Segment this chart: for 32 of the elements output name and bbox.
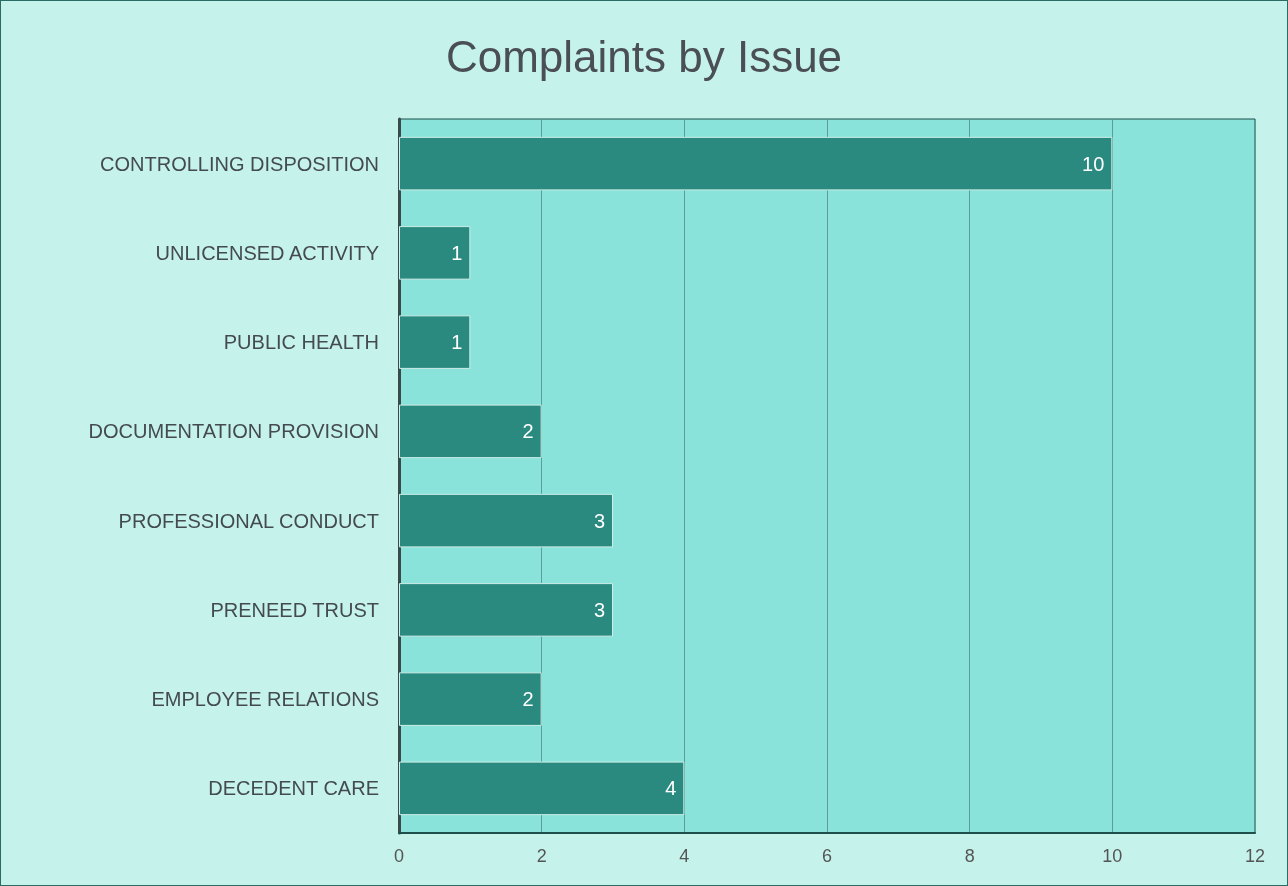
bar [399,672,542,726]
x-tick-label: 10 [1102,846,1123,866]
x-tick-label: 8 [964,846,975,866]
bar [399,493,613,548]
y-tick-label: UNLICENSED ACTIVITY [155,241,379,264]
chart-title: Complaints by Issue [445,31,843,81]
x-tick-label: 2 [536,846,547,866]
bar [399,136,1113,191]
x-tick-label: 0 [393,846,405,866]
y-tick-label: DECEDENT CARE [208,777,379,800]
bar [399,226,471,280]
bar [399,761,685,816]
x-tick-label: 6 [821,846,833,866]
bar [399,583,613,637]
data-label: 2 [522,420,534,443]
y-tick-label: PRENEED TRUST [210,598,379,621]
bar [399,404,542,459]
x-tick-label: 4 [679,846,690,866]
data-label: 1 [451,241,463,264]
data-label: 2 [522,688,534,711]
y-tick-label: DOCUMENTATION PROVISION [88,420,379,443]
y-tick-label: PUBLIC HEALTH [223,331,379,354]
y-tick-label: EMPLOYEE RELATIONS [151,688,379,711]
data-label: 1 [451,331,463,354]
data-label: 3 [593,509,605,532]
data-label: 4 [665,777,677,800]
y-tick-label: PROFESSIONAL CONDUCT [118,509,379,532]
bar [399,315,471,369]
data-label: 10 [1082,152,1105,175]
data-label: 3 [593,598,605,621]
x-tick-label: 12 [1244,846,1266,866]
y-tick-label: CONTROLLING DISPOSITION [100,152,379,175]
